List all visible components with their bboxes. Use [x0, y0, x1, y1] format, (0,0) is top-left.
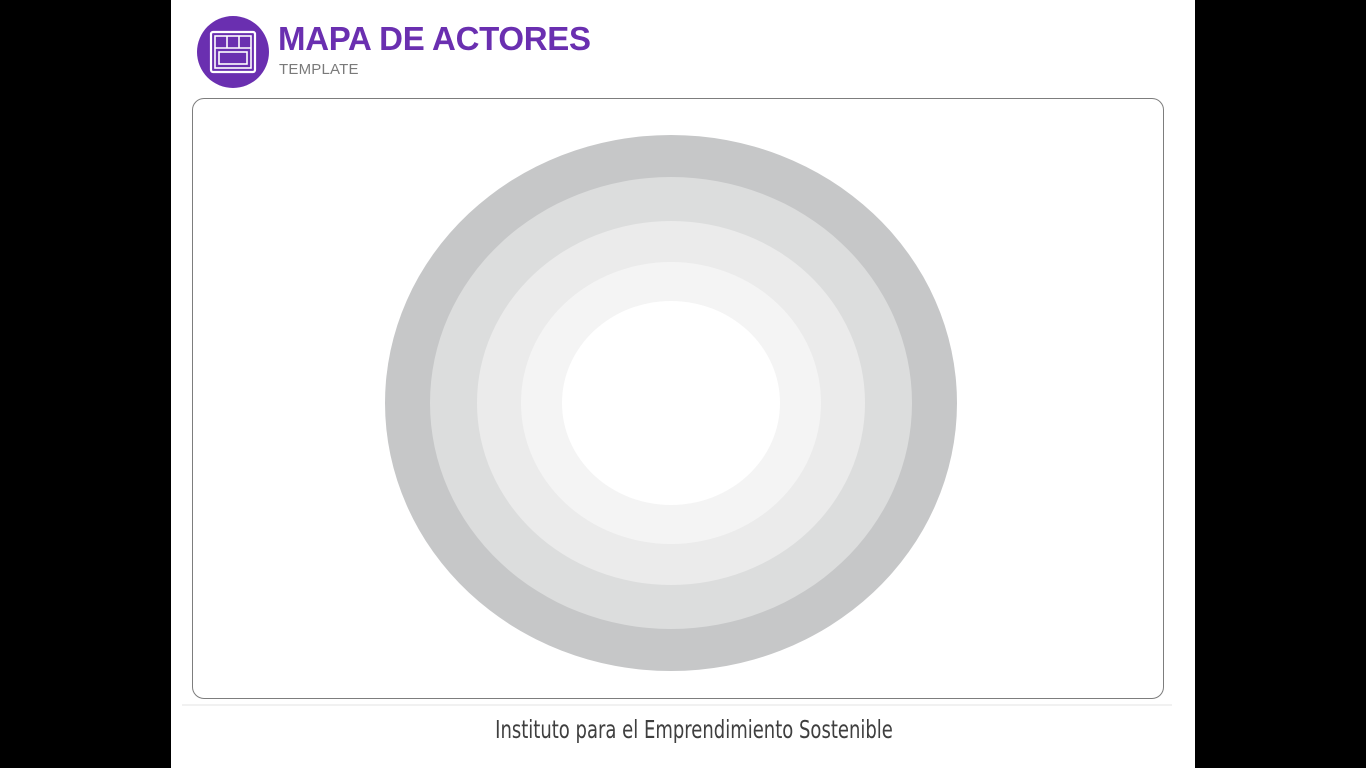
canvas-grid-icon	[209, 30, 257, 74]
stakeholder-rings	[385, 135, 957, 671]
footer-divider	[182, 704, 1172, 706]
ring-center	[562, 301, 780, 505]
page-subtitle: TEMPLATE	[279, 61, 359, 78]
page-title: MAPA DE ACTORES	[278, 20, 591, 57]
slide: MAPA DE ACTORES TEMPLATE Instituto para …	[171, 0, 1195, 768]
stakeholder-map-canvas	[192, 98, 1164, 699]
logo-badge	[197, 16, 269, 88]
footer-institution: Instituto para el Emprendimiento Sosteni…	[495, 715, 893, 744]
